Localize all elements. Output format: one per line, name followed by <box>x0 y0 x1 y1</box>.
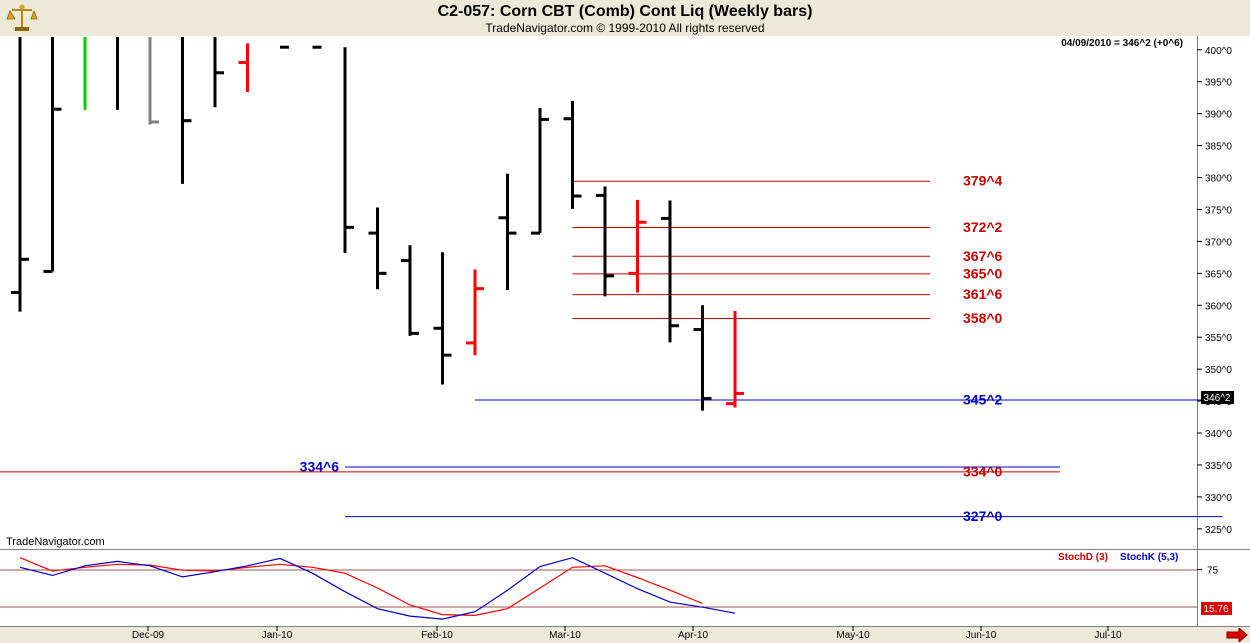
price-tick-label: 400^0 <box>1205 46 1232 57</box>
price-box-text: 346^2 <box>1204 393 1231 404</box>
stoch-panel <box>0 550 1197 626</box>
price-tick-label: 370^0 <box>1205 237 1232 248</box>
price-tick-label: 350^0 <box>1205 365 1232 376</box>
date-tick-label: Mar-10 <box>549 630 581 641</box>
price-tick-label: 340^0 <box>1205 429 1232 440</box>
price-tick-label: 375^0 <box>1205 205 1232 216</box>
price-tick-label: 360^0 <box>1205 301 1232 312</box>
price-axis-panel <box>1197 36 1250 549</box>
level-label: 334^0 <box>963 463 1003 479</box>
level-label: 372^2 <box>963 219 1003 235</box>
scale-logo-icon <box>6 4 38 31</box>
chart-subtitle: TradeNavigator.com © 1999-2010 All right… <box>485 21 765 35</box>
date-axis: Dec-09 Jan-10 Feb-10 Mar-10 Apr-10 May-10 Jun-… <box>132 626 1122 641</box>
level-label: 345^2 <box>963 391 1003 407</box>
date-tick-label: Jun-10 <box>966 630 997 641</box>
stoch-d-legend: StochD (3) <box>1058 552 1108 563</box>
price-tick-label: 330^0 <box>1205 493 1232 504</box>
level-label: 365^0 <box>963 265 1003 281</box>
stoch-tick-label: 75 <box>1207 566 1219 577</box>
price-box <box>1201 391 1234 404</box>
price-tick-label: 380^0 <box>1205 174 1232 185</box>
price-tick-label: 390^0 <box>1205 110 1232 121</box>
last-bar-label: 04/09/2010 = 346^2 (+0^6) <box>1061 38 1183 49</box>
price-tick-label: 365^0 <box>1205 269 1232 280</box>
chart-title: C2-057: Corn CBT (Comb) Cont Liq (Weekly… <box>437 3 813 20</box>
price-tick-label: 325^0 <box>1205 525 1232 536</box>
stoch-line <box>19 557 703 617</box>
date-tick-label: Jul-10 <box>1094 630 1122 641</box>
level-label: 361^6 <box>963 286 1003 302</box>
stoch-k-legend: StochK (5,3) <box>1120 552 1178 563</box>
date-tick-label: May-10 <box>836 630 870 641</box>
chart-header: C2-057: Corn CBT (Comb) Cont Liq (Weekly… <box>0 0 1250 37</box>
level-label: 367^6 <box>963 248 1003 264</box>
stoch-box <box>1201 602 1232 615</box>
stoch-line <box>19 557 736 620</box>
price-tick-label: 385^0 <box>1205 142 1232 153</box>
date-tick-label: Feb-10 <box>421 630 453 641</box>
level-label: 334^6 <box>300 459 340 475</box>
date-tick-label: Dec-09 <box>132 630 165 641</box>
date-tick-label: Apr-10 <box>678 630 708 641</box>
price-tick-label: 395^0 <box>1205 78 1232 89</box>
price-panel <box>0 36 1197 549</box>
level-label: 379^4 <box>963 173 1003 189</box>
price-tick-label: 335^0 <box>1205 461 1232 472</box>
level-label: 327^0 <box>963 508 1003 524</box>
stoch-series <box>19 557 736 620</box>
stoch-box-text: 15.76 <box>1203 604 1228 615</box>
date-tick-label: Jan-10 <box>262 630 293 641</box>
price-tick-label: 355^0 <box>1205 333 1232 344</box>
scroll-right-icon[interactable] <box>1226 628 1248 642</box>
price-bars <box>11 37 744 411</box>
level-label: 358^0 <box>963 310 1003 326</box>
watermark: TradeNavigator.com <box>6 536 105 548</box>
